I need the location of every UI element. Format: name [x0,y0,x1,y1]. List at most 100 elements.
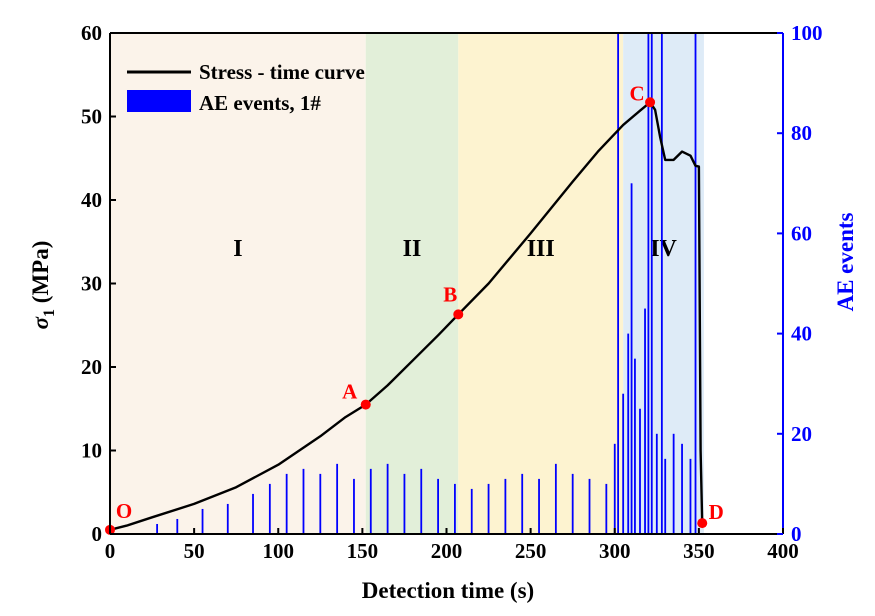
ae-bar-29 [627,333,630,534]
y-left-tick-label-0: 0 [92,522,103,546]
y-right-tick-label-3: 60 [791,221,812,245]
ae-bar-30 [630,183,633,535]
ae-bar-39 [672,433,675,534]
ae-bar-7 [302,468,305,534]
y-axis-left-label: σ1 (MPa) [28,241,58,330]
ae-bar-10 [353,478,355,534]
ae-bar-34 [647,33,650,534]
stage-label-2: III [527,236,555,262]
y-left-tick-label-1: 10 [81,439,102,463]
x-tick-label-4: 200 [431,539,463,563]
point-C [645,97,656,108]
ae-bar-24 [588,478,591,534]
stage-band-2 [458,33,624,534]
ae-bar-5 [268,483,271,534]
ae-bar-0 [156,523,159,534]
ae-bar-37 [660,33,663,534]
ae-bar-4 [252,493,254,534]
y-left-tick-label-5: 50 [81,105,102,129]
point-label-A: A [342,380,358,404]
y-right-tick-label-0: 0 [791,522,802,546]
key-points: O A B C D [105,81,724,535]
x-tick-label-6: 300 [599,539,631,563]
stress-line-group [109,101,704,531]
point-label-O: O [116,499,132,523]
point-B [453,309,464,320]
ae-bar-9 [336,463,339,534]
y-axis-left-unit: (MPa) [28,241,53,309]
ae-bar-2 [201,508,204,534]
y-axis-right-label: AE events [833,212,858,311]
stage-band-3 [623,33,704,534]
ae-bar-20 [521,473,524,534]
stage-label-0: I [233,236,242,262]
ae-bar-3 [226,503,229,534]
ae-bar-14 [420,468,423,534]
ae-bar-18 [487,483,490,534]
ae-bar-1 [176,518,179,534]
y-left-tick-label-4: 40 [81,188,102,212]
stage-label-3: IV [650,236,677,262]
y-right-tick-label-2: 40 [791,322,812,346]
ae-bar-6 [285,473,288,534]
legend-bar-swatch [127,90,191,112]
ae-bar-8 [319,473,322,534]
stage-band-0 [110,33,366,534]
ae-bar-21 [538,478,540,534]
y-right-tick-label-4: 80 [791,121,812,145]
ae-bar-22 [554,463,557,534]
ae-bar-25 [605,483,608,534]
ae-event-bars [156,33,697,535]
y-right-tick-label-1: 20 [791,422,812,446]
stress-line [109,101,704,531]
ae-bar-33 [644,308,646,534]
ae-bar-26 [613,443,616,534]
x-tick-label-1: 50 [184,539,205,563]
point-D [697,518,708,529]
ae-bar-17 [470,488,473,534]
point-label-C: C [629,81,644,105]
x-axis-label: Detection time (s) [362,578,534,603]
point-label-D: D [709,500,724,524]
x-tick-label-7: 350 [683,539,715,563]
ae-bar-36 [655,433,658,534]
x-tick-label-0: 0 [105,539,116,563]
ae-bar-40 [681,443,683,534]
y-right-tick-label-5: 100 [791,21,823,45]
ae-bar-16 [454,483,456,534]
y-left-tick-label-6: 60 [81,21,102,45]
legend-label-1: AE events, 1# [199,91,321,115]
x-tick-label-3: 150 [347,539,379,563]
stage-bands [110,33,704,534]
y-left-tick-label-2: 20 [81,355,102,379]
ae-bar-13 [403,473,406,534]
ae-bar-28 [622,393,625,534]
ae-bar-32 [639,408,641,534]
point-label-B: B [443,282,457,306]
x-tick-label-5: 250 [515,539,547,563]
ae-bar-19 [504,478,507,534]
ae-bar-12 [386,463,389,534]
ae-bar-38 [664,458,667,534]
y-axis-left-symbol: σ [28,316,53,329]
ae-bar-23 [571,473,574,534]
point-A [360,399,371,410]
x-tick-label-2: 100 [263,539,295,563]
axes: 0 50 100 150 200 250 300 350 4000102030405060020… [81,21,823,563]
legend: Stress - time curve AE events, 1# [127,60,365,115]
stage-label-1: II [403,236,422,262]
ae-bar-31 [634,358,636,534]
stage-labels: I II III IV [233,236,677,262]
x-tick-label-8: 400 [767,539,799,563]
ae-bar-11 [369,468,372,534]
legend-label-0: Stress - time curve [199,60,365,84]
ae-bar-41 [689,458,692,534]
ae-bar-35 [650,33,653,534]
ae-bar-42 [694,33,697,534]
ae-bar-27 [617,33,620,534]
y-axis-left-subscript: 1 [41,309,58,317]
y-left-tick-label-3: 30 [81,272,102,296]
stage-band-1 [365,33,459,534]
ae-bar-15 [437,478,439,534]
